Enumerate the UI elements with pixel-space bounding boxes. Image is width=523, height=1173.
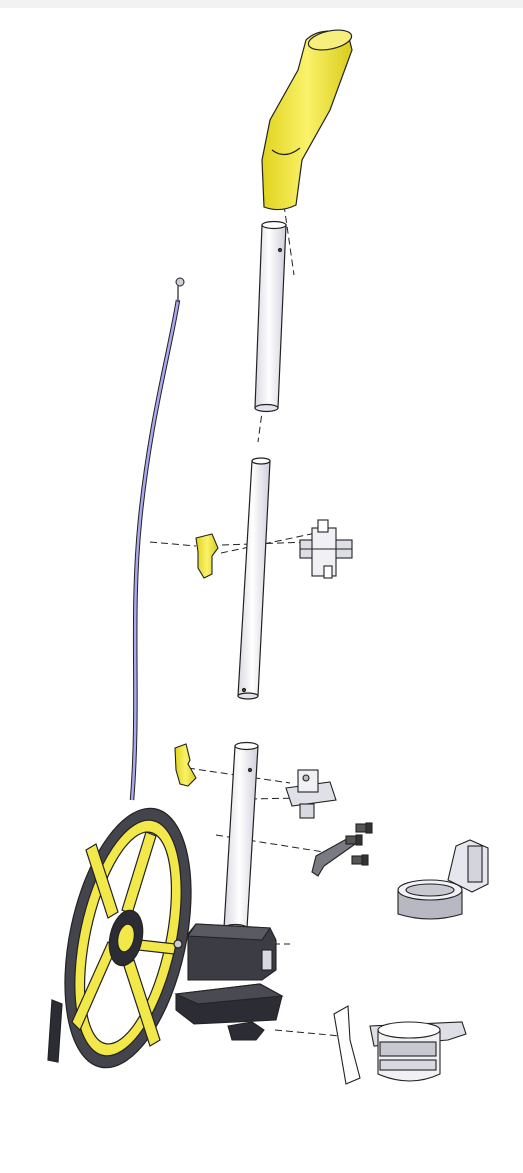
counter-housing: [187, 923, 277, 981]
brake-clamp: [333, 1005, 467, 1085]
cup-holder: [397, 839, 489, 920]
handle-grip: [261, 29, 353, 211]
wheel-spokes: [71, 831, 177, 1047]
wheel-assembly: [47, 807, 192, 1069]
yellow-latch-upper: [195, 533, 219, 579]
folding-hinge-lower: [285, 769, 337, 819]
yellow-latch-lower: [174, 743, 197, 787]
folding-hinge-upper: [299, 519, 353, 579]
lower-tube: [223, 741, 259, 933]
upper-tube: [254, 220, 287, 413]
top-bar: [0, 0, 523, 8]
cable: [129, 277, 185, 801]
bracket-with-screws: [311, 822, 373, 877]
stand-base: [173, 983, 284, 1041]
middle-tube: [237, 457, 271, 700]
